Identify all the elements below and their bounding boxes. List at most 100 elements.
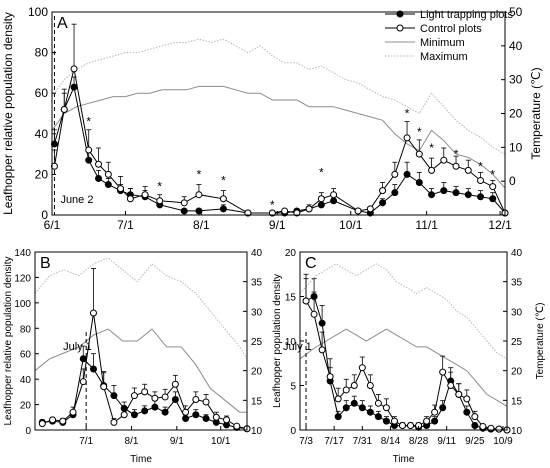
data-point-control	[479, 422, 487, 430]
y2-tick-label: 35	[511, 278, 523, 289]
data-point-light	[89, 365, 97, 373]
data-point-control	[334, 395, 342, 403]
data-point-light	[428, 191, 436, 199]
data-point-control	[382, 404, 390, 412]
data-point-control	[293, 209, 301, 217]
data-point-control	[366, 205, 374, 213]
data-point-control	[440, 156, 448, 164]
significance-marker: *	[478, 159, 483, 173]
panel-letter: C	[305, 255, 317, 272]
data-point-light	[318, 319, 326, 327]
significance-marker: *	[429, 141, 434, 155]
y2-tick-label: 40	[251, 248, 263, 259]
y2-tick-label: 25	[251, 337, 263, 348]
series-line-maximum	[299, 263, 508, 360]
data-point-control	[354, 207, 362, 215]
annotation-label: July 1	[63, 341, 92, 353]
data-point-control	[330, 191, 338, 199]
data-point-control	[317, 195, 325, 203]
data-point-control	[302, 297, 310, 305]
significance-marker: *	[270, 198, 275, 212]
data-point-control	[50, 162, 58, 170]
y-axis-label: Leafhopper relative population density	[1, 12, 15, 215]
data-point-control	[95, 160, 103, 168]
data-point-light	[463, 408, 471, 416]
x-tick-label: 7/1	[79, 436, 93, 447]
y-tick-label: 80	[35, 46, 49, 60]
significance-marker: *	[490, 167, 495, 181]
series-line-control	[305, 300, 508, 431]
data-point-control	[447, 382, 455, 389]
data-point-control	[431, 408, 439, 416]
data-point-control	[192, 395, 200, 403]
legend: Light trapping plots Control plots Minimum…	[385, 9, 513, 63]
data-point-light	[171, 395, 179, 403]
data-point-control	[117, 185, 125, 193]
data-point-control	[110, 418, 118, 426]
x-tick-label: 12/1	[488, 218, 512, 232]
data-point-control	[464, 166, 472, 174]
x-tick-label: 9/1	[170, 436, 184, 447]
data-point-control	[471, 413, 479, 421]
data-point-control	[120, 411, 128, 419]
data-point-control	[151, 394, 159, 402]
data-point-light	[391, 189, 399, 197]
series-line-light	[305, 295, 508, 431]
data-point-light	[452, 189, 460, 197]
data-point-control	[70, 65, 78, 73]
data-point-control	[244, 209, 252, 217]
annotation-label: June 2	[60, 194, 93, 206]
y2-tick-label: 20	[511, 367, 523, 378]
y2-tick-label: 15	[251, 396, 263, 407]
x-tick-label: 6/1	[44, 218, 61, 232]
panel-letter: B	[40, 255, 51, 272]
data-point-light	[192, 411, 200, 419]
panel-b: July 1 0 20 40 60 80 100 120 140 10 15 20 25 30 35 40 7/…	[3, 248, 263, 465]
data-point-light	[439, 404, 447, 412]
data-point-control	[219, 195, 227, 203]
y2-tick-label: 20	[509, 107, 523, 121]
data-point-control	[161, 393, 169, 401]
y-tick-label: 0	[290, 426, 296, 437]
x-tick-label: 7/31	[353, 436, 373, 447]
data-point-control	[305, 205, 313, 213]
data-point-control	[171, 380, 179, 388]
data-point-control	[85, 146, 93, 154]
y-tick-label: 60	[35, 86, 49, 100]
data-point-control	[223, 416, 231, 424]
data-point-control	[374, 399, 382, 407]
x-tick-label: 9/11	[437, 436, 456, 447]
x-tick-label: 7/17	[324, 436, 344, 447]
data-point-control	[233, 422, 241, 430]
series-line-minimum	[299, 328, 508, 407]
data-point-control	[195, 191, 203, 199]
x-tick-label: 7/3	[299, 436, 313, 447]
series-line-minimum	[51, 85, 506, 189]
data-point-light	[110, 392, 118, 400]
data-point-light	[330, 197, 338, 205]
y-tick-label: 20	[20, 401, 32, 412]
data-point-control	[326, 373, 334, 381]
data-point-light	[161, 408, 169, 416]
data-point-light	[350, 399, 358, 407]
y2-tick-label: 0	[509, 174, 516, 188]
y2-tick-label: 10	[251, 426, 263, 437]
data-point-light	[79, 355, 87, 363]
panel-a: June 2 0 20 40 60 80 100 0 10 20 30 40 50 6/1 7/1 8/1 9/…	[1, 5, 543, 232]
data-point-control	[268, 209, 276, 217]
data-point-control	[126, 195, 134, 203]
data-point-light	[382, 417, 390, 425]
significance-marker: *	[157, 180, 162, 194]
series-line-minimum	[34, 328, 247, 413]
significance-marker: *	[405, 107, 410, 121]
y-tick-label: 40	[20, 375, 32, 386]
y2-tick-label: 10	[511, 426, 523, 437]
series-line-maximum	[51, 38, 506, 155]
data-point-control	[281, 207, 289, 215]
data-point-control	[439, 368, 447, 376]
data-point-light	[342, 404, 350, 412]
data-point-light	[130, 411, 138, 419]
data-point-light	[379, 199, 387, 207]
data-point-control	[455, 390, 463, 398]
